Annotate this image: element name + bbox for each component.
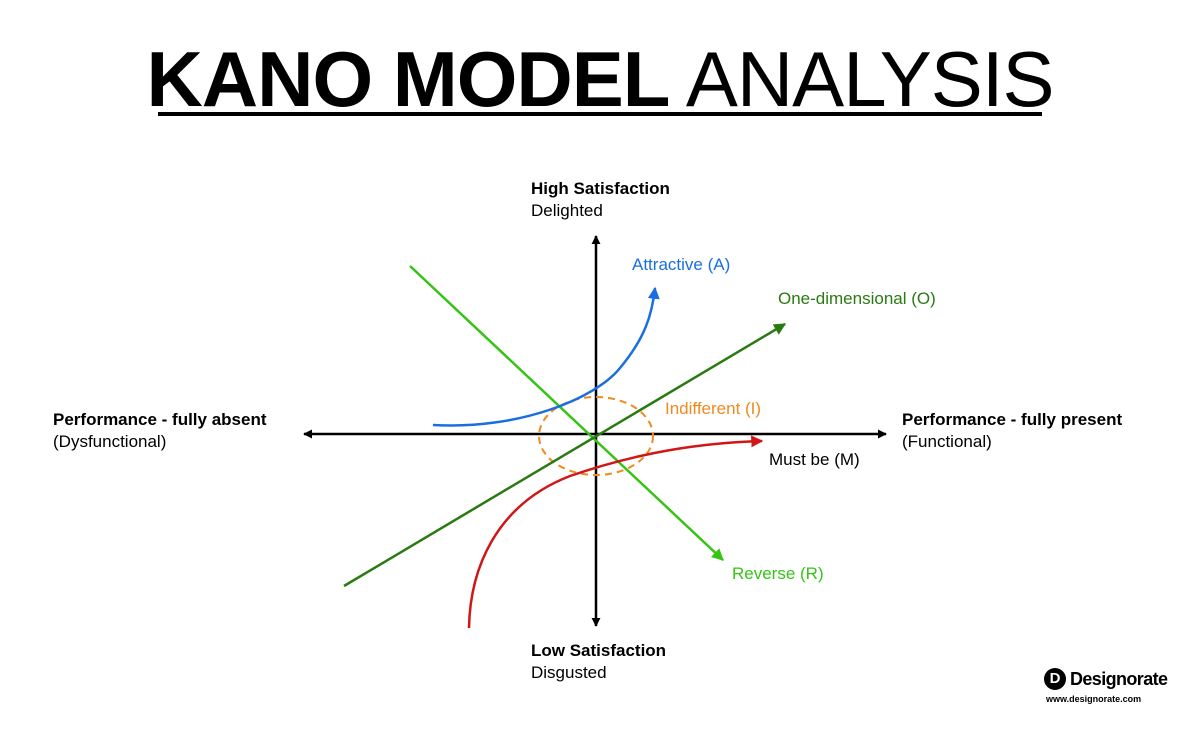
- must-be-label: Must be (M): [769, 450, 860, 469]
- page-title: KANO MODEL ANALYSIS: [0, 34, 1200, 124]
- axis-bottom-title: Low Satisfaction: [531, 641, 667, 660]
- title-light: ANALYSIS: [685, 35, 1055, 123]
- logo-name: Designorate: [1070, 669, 1168, 689]
- attractive-label: Attractive (A): [632, 255, 731, 274]
- axis-right-sub: (Functional): [902, 432, 992, 451]
- axis-top-title: High Satisfaction: [531, 179, 670, 198]
- reverse-label: Reverse (R): [732, 564, 824, 583]
- logo-mark-icon: D: [1044, 668, 1066, 690]
- attractive-curve: [432, 286, 660, 427]
- reverse-line: [409, 265, 724, 561]
- axis-left-title: Performance - fully absent: [53, 410, 267, 429]
- axis-left-sub: (Dysfunctional): [53, 432, 167, 451]
- axis-label-right: Performance - fully present (Functional): [902, 409, 1122, 453]
- axis-label-bottom: Low Satisfaction Disgusted: [531, 640, 666, 684]
- title-underline: [158, 112, 1042, 116]
- title-bold: KANO MODEL: [146, 35, 670, 123]
- axis-right-title: Performance - fully present: [902, 410, 1123, 429]
- must-be-curve: [467, 435, 764, 629]
- one-dimensional-label: One-dimensional (O): [778, 289, 936, 308]
- axis-bottom-sub: Disgusted: [531, 663, 607, 682]
- logo-url: www.designorate.com: [1046, 694, 1142, 704]
- indifferent-ellipse: [538, 396, 654, 476]
- indifferent-label: Indifferent (I): [665, 399, 762, 418]
- axis-label-top: High Satisfaction Delighted: [531, 178, 670, 222]
- one-dimensional-line: [343, 322, 787, 588]
- axis-top-sub: Delighted: [531, 201, 603, 220]
- axis-label-left: Performance - fully absent (Dysfunctiona…: [53, 409, 267, 453]
